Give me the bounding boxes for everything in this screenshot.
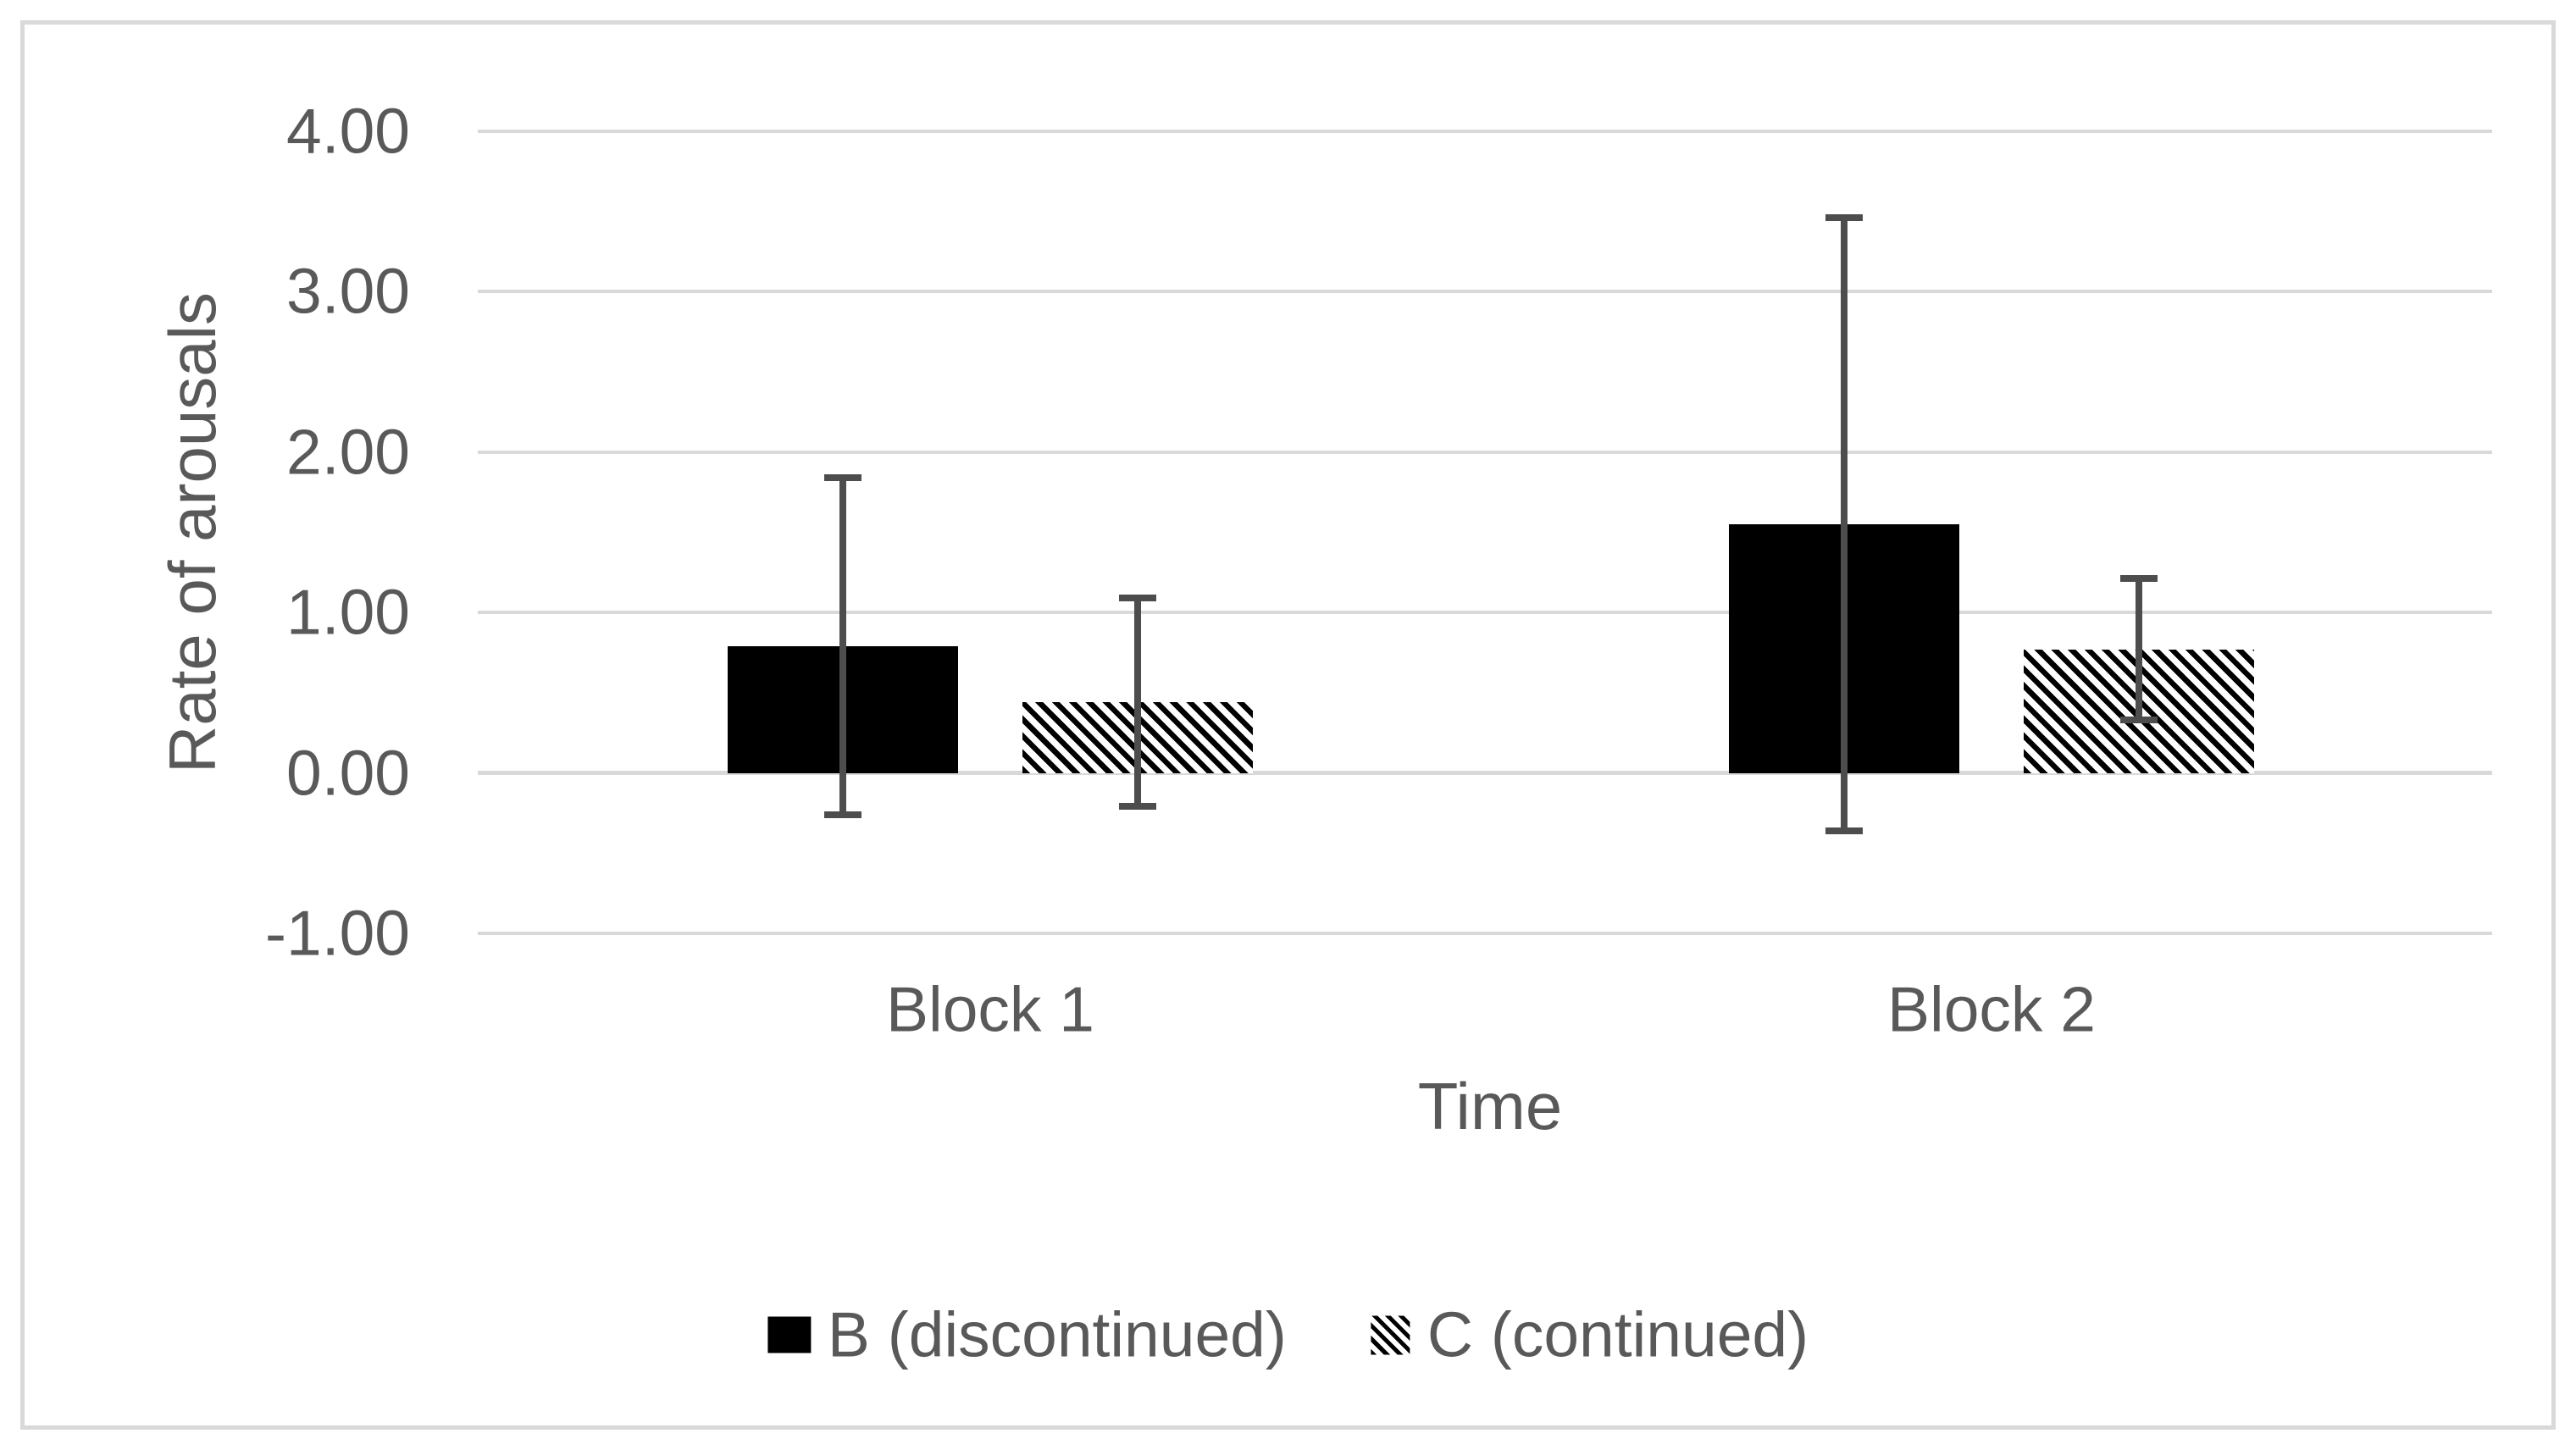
y-tick-label: 4.00	[286, 95, 410, 167]
category-label: Block 2	[1887, 973, 2096, 1045]
gridline	[478, 611, 2492, 615]
error-bar-cap-bottom	[2120, 717, 2158, 724]
error-bar-cap-bottom	[1119, 803, 1156, 811]
error-bar-cap-top	[2120, 575, 2158, 583]
error-bar-cap-bottom	[1825, 827, 1863, 834]
gridline	[478, 290, 2492, 294]
error-bar-line	[1841, 218, 1848, 831]
error-bar-cap-top	[824, 474, 861, 482]
error-bar-line	[1134, 598, 1141, 807]
x-axis-title: Time	[1417, 1069, 1563, 1143]
y-tick-label: 0.00	[286, 737, 410, 809]
y-tick-label: -1.00	[265, 897, 410, 969]
error-bar-cap-bottom	[824, 811, 861, 818]
legend-swatch-solid-icon	[767, 1316, 811, 1353]
legend-swatch-hatch-icon	[1371, 1315, 1410, 1354]
error-bar-line	[2136, 578, 2142, 721]
gridline	[478, 130, 2492, 133]
gridline	[478, 932, 2492, 935]
legend-label: B (discontinued)	[827, 1298, 1287, 1370]
y-tick-label: 3.00	[286, 255, 410, 327]
gridline	[478, 450, 2492, 454]
y-axis-title: Rate of arousals	[155, 292, 230, 773]
gridline-zero	[478, 771, 2492, 776]
y-tick-label: 2.00	[286, 416, 410, 488]
legend-entry: B (discontinued)	[767, 1303, 1287, 1367]
error-bar-cap-top	[1825, 214, 1863, 222]
legend-entry: C (continued)	[1371, 1303, 1809, 1367]
error-bar-line	[839, 478, 846, 815]
y-tick-label: 1.00	[286, 576, 410, 648]
category-label: Block 1	[886, 973, 1094, 1045]
error-bar-cap-top	[1119, 595, 1156, 602]
legend-label: C (continued)	[1426, 1298, 1809, 1370]
plot-area	[478, 130, 2492, 935]
legend: B (discontinued) C (continued)	[767, 1303, 1809, 1367]
chart-frame: 4.00 3.00 2.00 1.00 0.00 -1.00 Rate of arousa…	[20, 20, 2556, 1430]
